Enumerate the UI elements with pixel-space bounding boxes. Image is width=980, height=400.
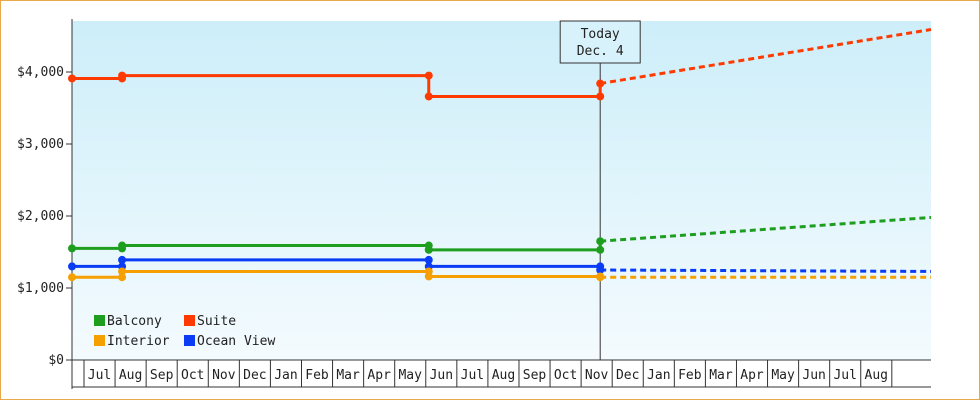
data-point-interior [424, 272, 433, 281]
today-date: Dec. 4 [577, 44, 624, 59]
legend-label-interior: Interior [107, 334, 170, 349]
x-tick-label: Jan [274, 368, 297, 383]
data-point-ocean-view [596, 266, 605, 274]
legend-label-balcony: Balcony [107, 314, 162, 329]
y-tick-label: $4,000 [17, 65, 64, 80]
data-point-interior [68, 273, 76, 282]
x-tick-label: Sep [523, 368, 547, 383]
x-axis: Jul Aug Sep Oct Nov Dec Jan Feb Mar Apr May Jun Jul A… [72, 359, 931, 388]
x-tick-label: Feb [678, 368, 702, 383]
legend-swatch-suite [184, 315, 195, 326]
x-tick-label: Apr [740, 368, 764, 383]
data-point-suite [424, 92, 433, 101]
series-lines [68, 28, 932, 282]
legend-label-suite: Suite [197, 314, 236, 329]
data-point-suite [424, 71, 433, 80]
data-point-balcony [424, 245, 433, 254]
data-point-balcony [68, 244, 76, 253]
legend: Balcony Suite Interior Ocean View [94, 314, 275, 349]
x-tick-label: Mar [709, 368, 733, 383]
x-tick-label: Aug [119, 368, 142, 383]
data-point-ocean-view [68, 262, 76, 271]
data-point-suite [68, 74, 76, 83]
x-tick-label: Dec [616, 368, 639, 383]
x-tick-label: Jul [88, 368, 111, 383]
x-tick-label: Apr [367, 368, 391, 383]
x-tick-label: Feb [305, 368, 329, 383]
y-tick-label: $1,000 [17, 281, 64, 296]
x-tick-label: Mar [336, 368, 360, 383]
data-point-ocean-view [118, 255, 127, 264]
today-label: Today [581, 27, 620, 42]
x-tick-label: Nov [585, 368, 609, 383]
plot-background [72, 21, 931, 360]
legend-swatch-ocean-view [184, 335, 195, 346]
data-point-balcony [118, 241, 127, 250]
data-point-ocean-view [424, 255, 433, 264]
legend-label-ocean-view: Ocean View [197, 334, 275, 349]
y-tick-label: $3,000 [17, 137, 64, 152]
x-tick-label: Aug [492, 368, 515, 383]
x-tick-label: May [771, 368, 795, 383]
y-axis: $0 $1,000 $2,000 $3,000 $4,000 [17, 19, 73, 389]
x-tick-label: Aug [865, 368, 888, 383]
x-tick-label: Oct [554, 368, 577, 383]
series-forecast-suite [599, 28, 932, 86]
data-point-interior [596, 273, 605, 282]
today-box [559, 20, 641, 64]
x-tick-label: Oct [181, 368, 204, 383]
today-marker: Today Dec. 4 [559, 20, 641, 360]
x-tick-label: Jun [802, 368, 825, 383]
data-point-interior [118, 273, 127, 282]
x-tick-label: Jul [833, 368, 856, 383]
data-point-suite [596, 79, 605, 88]
data-point-suite [118, 71, 127, 80]
data-point-interior [118, 267, 127, 276]
legend-swatch-interior [94, 335, 105, 346]
series-forecast-balcony [600, 215, 932, 243]
data-point-balcony [596, 245, 605, 254]
data-point-balcony [596, 237, 605, 246]
x-tick-label: Jun [430, 368, 453, 383]
x-tick-label: Jan [647, 368, 670, 383]
x-tick-label: Jul [461, 368, 484, 383]
x-tick-label: Nov [212, 368, 236, 383]
x-tick-label: Dec [243, 368, 266, 383]
legend-swatch-balcony [94, 315, 105, 326]
x-tick-label: May [398, 368, 422, 383]
series-forecast-ocean-view [600, 268, 932, 273]
y-tick-label: $0 [48, 353, 64, 368]
x-tick-label: Sep [150, 368, 174, 383]
data-point-suite [596, 92, 605, 101]
y-tick-label: $2,000 [17, 209, 64, 224]
